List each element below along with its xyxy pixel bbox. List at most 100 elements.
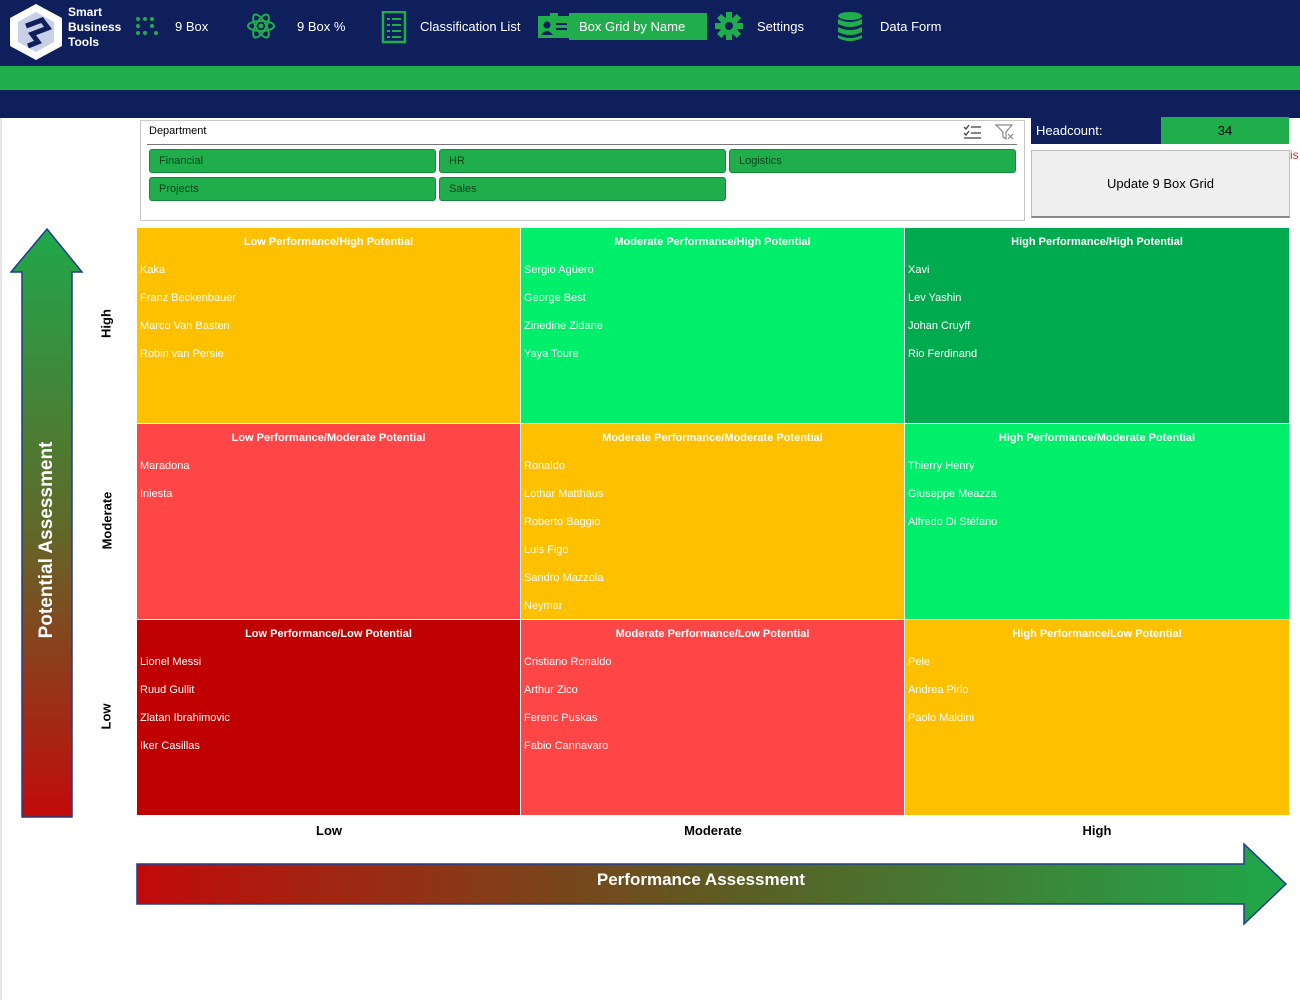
- cell-title: Moderate Performance/High Potential: [614, 236, 811, 248]
- cell-title: High Performance/Low Potential: [1012, 628, 1182, 640]
- cell-title: Moderate Performance/Moderate Potential: [602, 432, 823, 444]
- department-slicer: Department Financial HR Logistics Projec…: [140, 120, 1025, 221]
- nav-9-box[interactable]: 9 Box: [132, 10, 208, 42]
- row-label-moderate: Moderate: [99, 491, 115, 550]
- employee-name: Johan Cruyff: [908, 320, 971, 332]
- update-9-box-grid-button[interactable]: Update 9 Box Grid: [1031, 150, 1290, 218]
- grid-cell: Moderate Performance/Low Potential Crist…: [521, 620, 904, 815]
- slicer-divider: [147, 144, 1017, 145]
- employee-name: Neymar: [524, 600, 563, 612]
- grid-cell: High Performance/Low Potential Pele Andr…: [905, 620, 1289, 815]
- nav-classification-list[interactable]: Classification List: [380, 10, 520, 44]
- multi-select-icon[interactable]: [963, 124, 983, 140]
- employee-name: Marco Van Basten: [140, 320, 230, 332]
- employee-name: Lev Yashin: [908, 292, 962, 304]
- employee-name: Maradona: [140, 460, 190, 472]
- employee-name: George Best: [524, 292, 586, 304]
- headcount-label: Headcount:: [1031, 117, 1161, 144]
- slicer-item-projects[interactable]: Projects: [149, 177, 436, 201]
- col-label-high: High: [1082, 823, 1112, 838]
- cell-names: Pele Andrea Pirlo Paolo Maldini: [908, 654, 974, 738]
- cell-title: Low Performance/Moderate Potential: [231, 432, 426, 444]
- cell-title: Low Performance/High Potential: [243, 236, 414, 248]
- employee-name: Xavi: [908, 264, 930, 276]
- employee-name: Thierry Henry: [908, 460, 975, 472]
- nav-9-box-percent[interactable]: 9 Box %: [246, 10, 345, 42]
- row-label-high: High: [98, 309, 114, 338]
- grid-cell: Low Performance/Moderate Potential Marad…: [137, 424, 520, 619]
- employee-name: Andrea Pirlo: [908, 684, 969, 696]
- employee-name: Zinedine Zidane: [524, 320, 603, 332]
- employee-name: Lionel Messi: [140, 656, 202, 668]
- employee-name: Luis Figo: [524, 544, 569, 556]
- employee-name: Roberto Baggio: [524, 516, 601, 528]
- potential-axis-title: Potential Assessment: [36, 441, 57, 639]
- employee-name: Lothar Matthäus: [524, 488, 604, 500]
- grid-cell: Low Performance/Low Potential Lionel Mes…: [137, 620, 520, 815]
- employee-name: Fabio Cannavaro: [524, 740, 609, 752]
- employee-name: Paolo Maldini: [908, 712, 975, 724]
- id-card-icon: [537, 11, 570, 41]
- clear-filter-icon[interactable]: [994, 124, 1015, 141]
- nav-box-grid-by-name[interactable]: Box Grid by Name: [537, 10, 707, 42]
- cell-names: Lionel Messi Ruud Gullit Zlatan Ibrahimo…: [140, 654, 230, 766]
- nav-data-form[interactable]: Data Form: [836, 10, 941, 42]
- cell-names: Sergio Agüero George Best Zinedine Zidan…: [524, 262, 603, 374]
- cell-title: High Performance/Moderate Potential: [998, 432, 1196, 444]
- grid-cell: High Performance/High Potential Xavi Lev…: [905, 228, 1289, 423]
- cell-title: High Performance/High Potential: [1011, 236, 1183, 248]
- clipped-text: is: [1290, 148, 1299, 162]
- dots-grid-icon: [132, 11, 162, 41]
- employee-name: Pele: [908, 656, 931, 668]
- cell-names: Xavi Lev Yashin Johan Cruyff Rio Ferdina…: [908, 262, 977, 374]
- green-band: [0, 66, 1300, 90]
- cell-title: Moderate Performance/Low Potential: [615, 628, 810, 640]
- employee-name: Kaka: [140, 264, 166, 276]
- top-navigation-bar: Smart Business Tools 9 Box 9 Box % Class…: [0, 0, 1300, 66]
- employee-name: Ronaldo: [524, 460, 565, 472]
- cell-title: Low Performance/Low Potential: [245, 628, 412, 640]
- slicer-title: Department: [149, 125, 207, 137]
- slicer-item-hr[interactable]: HR: [439, 149, 726, 173]
- col-label-low: Low: [316, 823, 342, 838]
- slicer-item-sales[interactable]: Sales: [439, 177, 726, 201]
- cell-names: Cristiano Ronaldo Arthur Zico Ferenc Pus…: [524, 654, 611, 766]
- employee-name: Ferenc Puskas: [524, 712, 598, 724]
- cell-names: Kaka Franz Beckenbauer Marco Van Basten …: [140, 262, 236, 374]
- slicer-item-financial[interactable]: Financial: [149, 149, 436, 173]
- employee-name: Franz Beckenbauer: [140, 292, 236, 304]
- grid-cell: High Performance/Moderate Potential Thie…: [905, 424, 1289, 619]
- cell-names: Ronaldo Lothar Matthäus Roberto Baggio L…: [524, 458, 604, 626]
- employee-name: Sandro Mazzola: [524, 572, 604, 584]
- employee-name: Robin van Persie: [140, 348, 224, 360]
- row-label-low: Low: [98, 703, 114, 730]
- employee-name: Rio Ferdinand: [908, 348, 978, 360]
- employee-name: Yaya Toure: [524, 348, 579, 360]
- gear-icon: [714, 11, 744, 41]
- employee-name: Giuseppe Meazza: [908, 488, 997, 500]
- cell-names: Thierry Henry Giuseppe Meazza Alfredo Di…: [908, 458, 997, 542]
- performance-axis-title: Performance Assessment: [596, 870, 806, 889]
- col-label-moderate: Moderate: [684, 823, 742, 838]
- headcount-value: 34: [1161, 117, 1289, 144]
- left-border: [0, 118, 2, 1000]
- grid-cell: Moderate Performance/High Potential Serg…: [521, 228, 904, 423]
- employee-name: Sergio Agüero: [524, 264, 594, 276]
- logo-text: Smart Business Tools: [68, 5, 122, 49]
- employee-name: Cristiano Ronaldo: [524, 656, 612, 668]
- employee-name: Iniesta: [140, 488, 173, 500]
- performance-axis-arrow: [136, 842, 1288, 926]
- database-icon: [836, 11, 866, 41]
- atom-icon: [246, 11, 276, 41]
- cell-names: Maradona Iniesta: [140, 458, 190, 514]
- potential-axis-arrow: [9, 227, 84, 820]
- employee-name: Arthur Zico: [524, 684, 578, 696]
- navy-band: [0, 90, 1300, 118]
- employee-name: Ruud Gullit: [140, 684, 195, 696]
- nav-settings[interactable]: Settings: [714, 10, 804, 42]
- employee-name: Zlatan Ibrahimovic: [140, 712, 230, 724]
- grid-cell: Moderate Performance/Moderate Potential …: [521, 424, 904, 619]
- list-icon: [380, 10, 410, 44]
- slicer-item-logistics[interactable]: Logistics: [729, 149, 1016, 173]
- smart-business-tools-logo: [8, 2, 64, 62]
